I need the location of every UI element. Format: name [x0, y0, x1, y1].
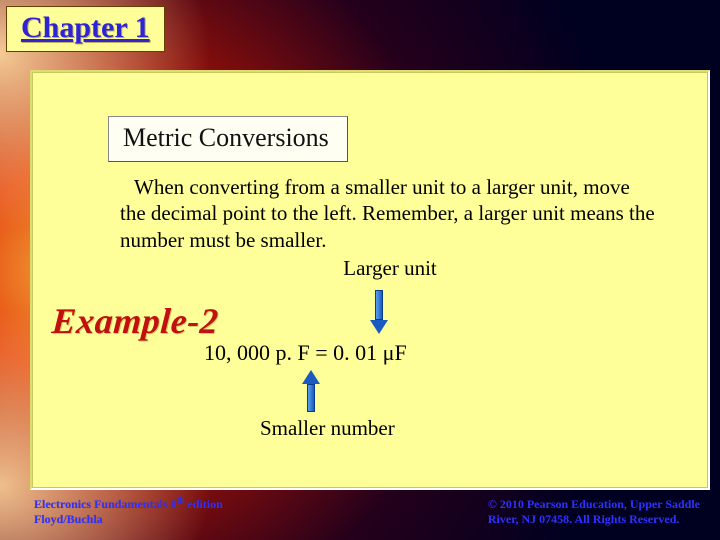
footer-right-line1: © 2010 Pearson Education, Upper Saddle — [488, 497, 700, 511]
equation-text: 10, 000 p. F = 0. 01 μF — [204, 340, 407, 366]
example-label: Example-2 — [51, 300, 220, 342]
footer-left: Electronics Fundamentals 8th edition Flo… — [34, 495, 223, 526]
chapter-label: Chapter 1 — [21, 11, 150, 44]
section-title-box: Metric Conversions — [108, 116, 348, 162]
footer-right: © 2010 Pearson Education, Upper Saddle R… — [488, 497, 700, 526]
section-title: Metric Conversions — [123, 123, 329, 152]
arrow-up-icon — [302, 370, 320, 412]
chapter-box: Chapter 1 — [6, 6, 165, 52]
body-paragraph: When converting from a smaller unit to a… — [120, 174, 660, 281]
smaller-number-label: Smaller number — [260, 416, 395, 441]
footer-book-title-a: Electronics Fundamentals 8 — [34, 497, 176, 511]
footer-left-line2: Floyd/Buchla — [34, 512, 223, 526]
arrow-down-icon — [370, 290, 388, 334]
footer-book-title-b: edition — [184, 497, 222, 511]
body-line: When converting from a smaller unit to a… — [120, 174, 660, 253]
footer-right-line2: River, NJ 07458. All Rights Reserved. — [488, 512, 700, 526]
footer-left-line1: Electronics Fundamentals 8th edition — [34, 495, 223, 511]
larger-unit-label: Larger unit — [120, 255, 660, 281]
